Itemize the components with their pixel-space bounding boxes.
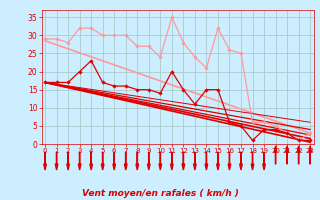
Text: Vent moyen/en rafales ( km/h ): Vent moyen/en rafales ( km/h ) bbox=[82, 189, 238, 198]
